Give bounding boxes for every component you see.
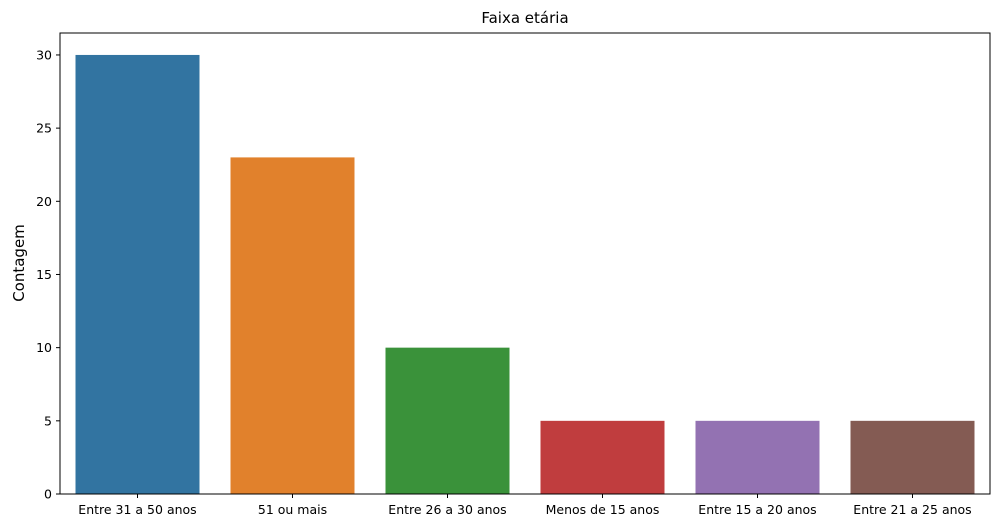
x-tick-label: Entre 31 a 50 anos <box>78 502 196 517</box>
y-tick-label: 20 <box>36 194 52 209</box>
y-tick-label: 5 <box>44 413 52 428</box>
x-tick-label: Entre 21 a 25 anos <box>853 502 971 517</box>
axes-layer: 0 5 10 15 20 25 30 Entre 31 a 50 anos 51 ou mais… <box>36 32 991 517</box>
y-tick-label: 25 <box>36 121 52 136</box>
y-tick-label: 10 <box>36 340 52 355</box>
chart-title: Faixa etária <box>481 9 568 27</box>
bar-2 <box>230 157 355 494</box>
x-tick-label: 51 ou mais <box>258 502 327 517</box>
y-tick-label: 15 <box>36 267 52 282</box>
bars-layer <box>75 54 975 494</box>
bar-6 <box>850 420 975 494</box>
bar-3 <box>385 347 510 494</box>
bar-1 <box>75 54 200 494</box>
y-axis-label: Contagem <box>10 224 28 302</box>
bar-5 <box>695 420 820 494</box>
plot-frame <box>59 32 991 495</box>
x-tick-label: Menos de 15 anos <box>546 502 660 517</box>
y-tick-label: 0 <box>44 487 52 502</box>
y-tick-label: 30 <box>36 47 52 62</box>
x-tick-label: Entre 26 a 30 anos <box>388 502 506 517</box>
bar-4 <box>540 420 665 494</box>
x-tick-label: Entre 15 a 20 anos <box>698 502 816 517</box>
